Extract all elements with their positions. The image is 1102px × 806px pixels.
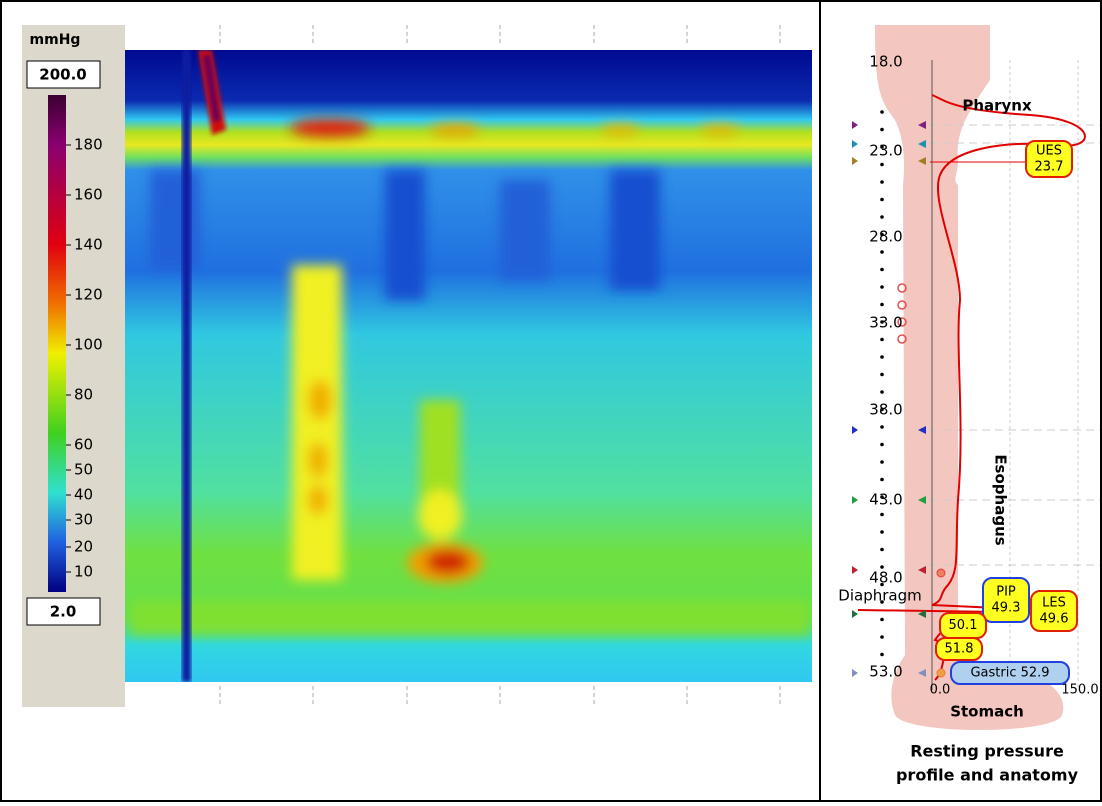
depth-label: 53.0: [869, 663, 902, 681]
marker-label: UES: [1036, 144, 1062, 159]
max-value: 200.0: [39, 66, 86, 84]
colorbar-label: 50: [74, 461, 93, 479]
sensor-dot: [880, 303, 884, 307]
colorbar-label: 60: [74, 436, 93, 454]
sensor-dot: [880, 338, 884, 342]
colorbar-label: 180: [74, 136, 103, 154]
sensor-dot: [880, 513, 884, 517]
sensor-dot: [880, 198, 884, 202]
region-label: Esophagus: [992, 454, 1010, 545]
manometry-screen: mmHg 200.0 180 160 140 120 100 80 60 50 40 30 20 10…: [0, 0, 1102, 802]
sensor-dot: [880, 653, 884, 657]
marker-label: 50.1: [949, 618, 978, 633]
marker-label: 23.7: [1035, 160, 1064, 175]
colorbar-label: 120: [74, 286, 103, 304]
marker-label: Gastric 52.9: [970, 666, 1049, 681]
sensor-dot: [880, 355, 884, 359]
colorbar-label: 30: [74, 511, 93, 529]
caption: profile and anatomy: [896, 766, 1079, 785]
sensor-dot: [880, 460, 884, 464]
colorbar-label: 80: [74, 386, 93, 404]
sensor-dot: [880, 180, 884, 184]
colorbar-label: 100: [74, 336, 103, 354]
sensor-dot: [880, 425, 884, 429]
sensor-dot: [880, 110, 884, 114]
sensor-dot: [880, 250, 884, 254]
caption: Resting pressure: [910, 742, 1064, 761]
sensor-dot: [880, 443, 884, 447]
sensor-dot: [880, 548, 884, 552]
depth-label: 43.0: [869, 491, 902, 509]
sensor-dot: [880, 163, 884, 167]
colorbar-label: 160: [74, 186, 103, 204]
heatmap: [125, 50, 812, 682]
marker-label: 51.8: [945, 642, 974, 657]
sensor-dot: [880, 635, 884, 639]
depth-label: 18.0: [869, 53, 902, 71]
depth-label: 48.0: [869, 569, 902, 587]
marker-label: LES: [1042, 596, 1066, 611]
diaphragm-line: [858, 610, 1000, 612]
sensor-dot: [880, 285, 884, 289]
marker-label: 49.3: [992, 601, 1021, 616]
colorbar: [48, 95, 66, 592]
sensor-dot: [880, 373, 884, 377]
colorbar-label: 10: [74, 563, 93, 581]
region-label: Pharynx: [962, 97, 1032, 115]
marker-label: PIP: [996, 585, 1016, 600]
colorbar-label: 140: [74, 236, 103, 254]
sensor-dot: [880, 618, 884, 622]
min-value: 2.0: [50, 603, 77, 621]
sensor-dot: [880, 268, 884, 272]
sensor-dot: [880, 215, 884, 219]
sensor-dot: [880, 128, 884, 132]
region-label: Diaphragm: [838, 587, 921, 605]
colorbar-label: 20: [74, 538, 93, 556]
depth-label: 23.0: [869, 142, 902, 160]
unit-label: mmHg: [30, 32, 81, 48]
x-axis-label: 150.0: [1061, 683, 1098, 698]
region-label: Stomach: [950, 703, 1024, 721]
depth-label: 33.0: [869, 314, 902, 332]
sensor-dot: [880, 478, 884, 482]
marker-label: 49.6: [1040, 612, 1069, 627]
sensor-dot: [880, 390, 884, 394]
depth-label: 38.0: [869, 401, 902, 419]
x-axis-label: 0.0: [930, 683, 951, 698]
depth-label: 28.0: [869, 228, 902, 246]
sensor-dot: [880, 530, 884, 534]
colorbar-label: 40: [74, 486, 93, 504]
